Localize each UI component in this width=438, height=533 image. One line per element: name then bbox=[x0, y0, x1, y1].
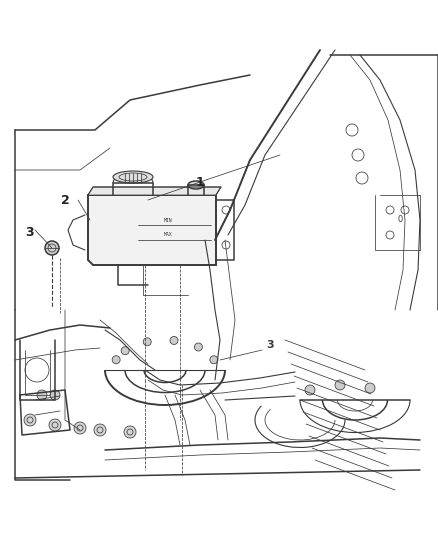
Text: 0: 0 bbox=[397, 215, 403, 224]
Text: MIN: MIN bbox=[164, 217, 172, 222]
Circle shape bbox=[170, 336, 178, 344]
Circle shape bbox=[305, 385, 315, 395]
Polygon shape bbox=[88, 187, 221, 195]
Circle shape bbox=[121, 346, 129, 355]
Text: 1: 1 bbox=[196, 175, 205, 189]
Polygon shape bbox=[88, 195, 216, 265]
Circle shape bbox=[94, 424, 106, 436]
Text: MAX: MAX bbox=[164, 232, 172, 238]
Ellipse shape bbox=[113, 171, 153, 183]
Circle shape bbox=[335, 380, 345, 390]
Circle shape bbox=[74, 422, 86, 434]
Circle shape bbox=[365, 383, 375, 393]
Circle shape bbox=[50, 390, 60, 400]
Text: 3: 3 bbox=[266, 340, 274, 350]
Circle shape bbox=[143, 338, 151, 346]
Circle shape bbox=[112, 356, 120, 364]
Circle shape bbox=[194, 343, 202, 351]
Circle shape bbox=[37, 390, 47, 400]
Circle shape bbox=[24, 414, 36, 426]
Circle shape bbox=[45, 241, 59, 255]
Ellipse shape bbox=[188, 181, 204, 189]
Circle shape bbox=[49, 419, 61, 431]
Circle shape bbox=[124, 426, 136, 438]
Text: 3: 3 bbox=[26, 227, 34, 239]
Text: 2: 2 bbox=[60, 193, 69, 206]
Circle shape bbox=[210, 356, 218, 364]
